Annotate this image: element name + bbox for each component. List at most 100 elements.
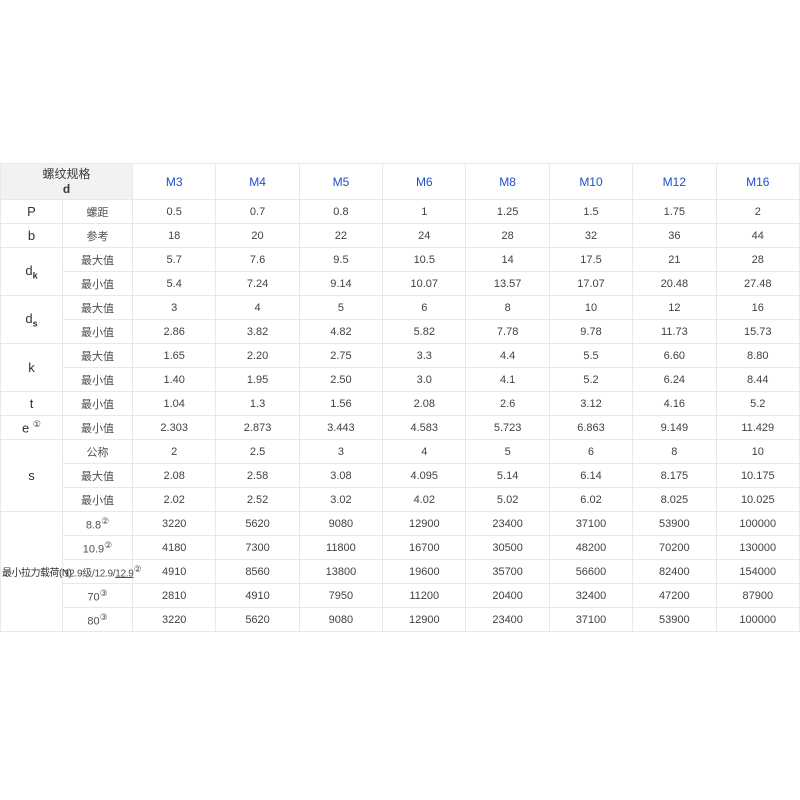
footnote-1-mark: ① bbox=[32, 419, 41, 430]
value-cell: 44 bbox=[715, 223, 800, 248]
value-cell: 8.175 bbox=[632, 463, 717, 488]
value-cell: 6.863 bbox=[548, 415, 634, 440]
value-cell: 6.24 bbox=[632, 367, 717, 392]
value-cell: 1.40 bbox=[132, 367, 217, 392]
value-cell: 0.5 bbox=[132, 199, 217, 224]
value-cell: 4 bbox=[215, 295, 300, 320]
value-cell: 32 bbox=[548, 223, 634, 248]
row-sub-label: 最小值 bbox=[61, 271, 134, 296]
value-cell: 1.25 bbox=[465, 199, 550, 224]
value-cell: 2.6 bbox=[465, 391, 550, 416]
value-cell: 82400 bbox=[632, 559, 717, 584]
row-sub-label-grade-10-9: 10.9② bbox=[61, 535, 134, 560]
value-cell: 10.175 bbox=[715, 463, 800, 488]
table-row: e ① 最小值 2.303 2.873 3.443 4.583 5.723 6.… bbox=[0, 415, 800, 440]
value-cell: 10.025 bbox=[715, 487, 800, 512]
value-cell: 1.65 bbox=[132, 343, 217, 368]
row-group-label-s: s bbox=[0, 439, 63, 512]
col-header-m5: M5 bbox=[298, 163, 384, 200]
col-header-m4: M4 bbox=[215, 163, 300, 200]
value-cell: 7.24 bbox=[215, 271, 300, 296]
value-cell: 37100 bbox=[548, 511, 634, 536]
table-row: b 参考 18 20 22 24 28 32 36 44 bbox=[0, 223, 800, 248]
value-cell: 1.56 bbox=[298, 391, 384, 416]
value-cell: 2.86 bbox=[132, 319, 217, 344]
footnote-3-mark: ③ bbox=[99, 611, 108, 622]
value-cell: 20400 bbox=[465, 583, 550, 608]
value-cell: 2.52 bbox=[215, 487, 300, 512]
value-cell: 87900 bbox=[715, 583, 800, 608]
value-cell: 2 bbox=[715, 199, 800, 224]
col-header-m12: M12 bbox=[632, 163, 717, 200]
value-cell: 2.75 bbox=[298, 343, 384, 368]
value-cell: 1.3 bbox=[215, 391, 300, 416]
row-sub-label: 公称 bbox=[61, 439, 134, 464]
col-header-m6: M6 bbox=[382, 163, 467, 200]
value-cell: 9.14 bbox=[298, 271, 384, 296]
value-cell: 6.02 bbox=[548, 487, 634, 512]
value-cell: 53900 bbox=[632, 511, 717, 536]
value-cell: 53900 bbox=[632, 607, 717, 632]
value-cell: 5.2 bbox=[548, 367, 634, 392]
footnote-2-mark: ② bbox=[104, 539, 113, 550]
table-row: P 螺距 0.5 0.7 0.8 1 1.25 1.5 1.75 2 bbox=[0, 199, 800, 224]
table-header-row: 螺纹规格 d M3 M4 M5 M6 M8 M10 M12 M16 bbox=[0, 163, 800, 200]
value-cell: 10 bbox=[548, 295, 634, 320]
value-cell: 0.7 bbox=[215, 199, 300, 224]
row-sub-label: 最小值 bbox=[61, 367, 134, 392]
value-cell: 11.429 bbox=[715, 415, 800, 440]
row-group-label-ds: ds bbox=[0, 295, 63, 344]
row-sub-label: 最小值 bbox=[61, 391, 134, 416]
value-cell: 20.48 bbox=[632, 271, 717, 296]
corner-line1: 螺纹规格 bbox=[42, 166, 91, 181]
value-cell: 1.04 bbox=[132, 391, 217, 416]
value-cell: 4.16 bbox=[632, 391, 717, 416]
value-cell: 11800 bbox=[298, 535, 384, 560]
value-cell: 3.82 bbox=[215, 319, 300, 344]
value-cell: 2.873 bbox=[215, 415, 300, 440]
value-cell: 24 bbox=[382, 223, 467, 248]
value-cell: 4910 bbox=[132, 559, 217, 584]
value-cell: 2.303 bbox=[132, 415, 217, 440]
value-cell: 23400 bbox=[465, 607, 550, 632]
value-cell: 5.14 bbox=[465, 463, 550, 488]
row-sub-label-grade-12-9: 12.9级/12.9/12.9② bbox=[61, 559, 142, 584]
value-cell: 12 bbox=[632, 295, 717, 320]
row-group-label-min-tensile-load: 最小拉力载荷(N) bbox=[0, 511, 72, 632]
value-cell: 6.60 bbox=[632, 343, 717, 368]
value-cell: 130000 bbox=[715, 535, 800, 560]
value-cell: 154000 bbox=[715, 559, 800, 584]
value-cell: 28 bbox=[465, 223, 550, 248]
value-cell: 8560 bbox=[215, 559, 300, 584]
col-header-m8: M8 bbox=[465, 163, 550, 200]
table-row: 最大值 2.08 2.58 3.08 4.095 5.14 6.14 8.175… bbox=[1, 463, 800, 488]
value-cell: 70200 bbox=[632, 535, 717, 560]
row-sub-label: 最大值 bbox=[61, 463, 134, 488]
value-cell: 3.443 bbox=[298, 415, 384, 440]
row-group-label-b: b bbox=[0, 223, 63, 248]
row-sub-label: 最大值 bbox=[61, 295, 134, 320]
footnote-2-mark: ② bbox=[101, 515, 110, 526]
link-12-9[interactable]: 12.9 bbox=[115, 568, 134, 580]
value-cell: 2810 bbox=[132, 583, 217, 608]
value-cell: 9.78 bbox=[548, 319, 634, 344]
value-cell: 30500 bbox=[465, 535, 550, 560]
value-cell: 16700 bbox=[382, 535, 467, 560]
value-cell: 11.73 bbox=[632, 319, 717, 344]
value-cell: 15.73 bbox=[715, 319, 800, 344]
col-header-m3: M3 bbox=[132, 163, 217, 200]
value-cell: 2.5 bbox=[215, 439, 300, 464]
value-cell: 5620 bbox=[215, 511, 300, 536]
value-cell: 7300 bbox=[215, 535, 300, 560]
value-cell: 10.5 bbox=[382, 247, 467, 272]
table-row: 最小值 2.02 2.52 3.02 4.02 5.02 6.02 8.025 … bbox=[1, 487, 800, 512]
value-cell: 8.80 bbox=[715, 343, 800, 368]
value-cell: 2.20 bbox=[215, 343, 300, 368]
footnote-3-mark: ③ bbox=[99, 587, 108, 598]
value-cell: 8 bbox=[632, 439, 717, 464]
value-cell: 32400 bbox=[548, 583, 634, 608]
table-row: 最小值 5.4 7.24 9.14 10.07 13.57 17.07 20.4… bbox=[1, 271, 800, 296]
value-cell: 7.6 bbox=[215, 247, 300, 272]
screw-spec-table: 螺纹规格 d M3 M4 M5 M6 M8 M10 M12 M16 P 螺距 0… bbox=[0, 163, 800, 632]
row-group-label-p: P bbox=[0, 199, 63, 224]
